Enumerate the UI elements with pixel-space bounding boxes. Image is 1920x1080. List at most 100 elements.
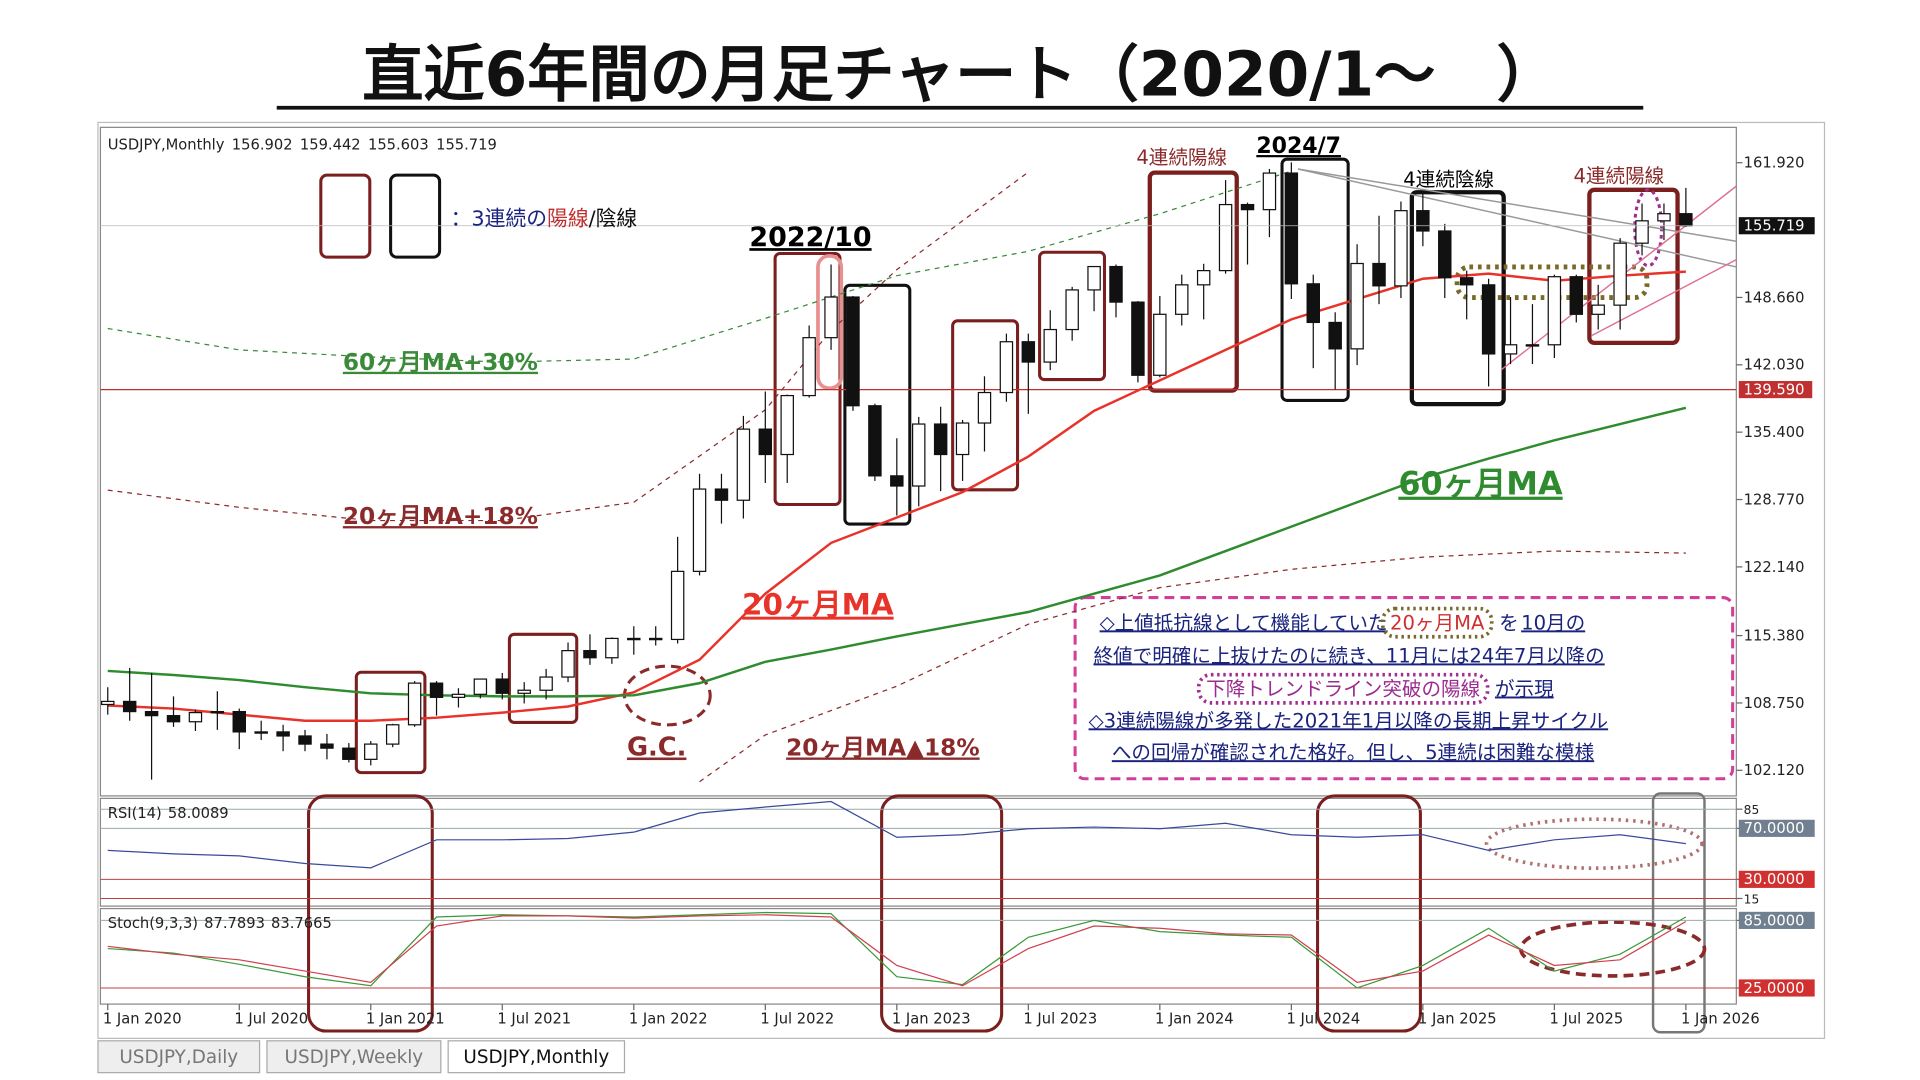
candle-body [385,724,400,745]
candle-body [999,341,1014,394]
candle-body [890,475,904,487]
note-text: への回帰が確認された格好。但し、5連続は困難な模様 [1112,741,1595,764]
candle-body [1218,203,1233,272]
indicator-line [107,800,1686,869]
indicator-header: RSI(14) 58.0089 [108,805,229,822]
line-label: 60ヶ月MA+30% [343,349,538,376]
line-label: 60ヶ月MA [1398,465,1563,503]
annotation: 2022/10 [749,222,871,253]
tab-bar: USDJPY,Daily USDJPY,Weekly USDJPY,Monthly [97,1040,626,1074]
candle-body [1021,341,1036,363]
candle-body [955,422,970,456]
level-label-box [1738,819,1815,837]
ma-line [107,406,1687,698]
frame [1633,188,1664,268]
annotation: 4連続陽線 [1136,146,1227,169]
y-tick-label: 122.140 [1744,559,1805,576]
level-label-box [1738,870,1815,888]
note-highlight [1380,606,1494,639]
current-price-box [1738,217,1815,235]
candle-body [320,743,334,749]
main-plot [100,162,1737,783]
note-box [1073,596,1735,781]
x-tick-label: 1 Jul 2021 [497,1011,571,1028]
y-tick-label: 85.0000 [1744,912,1805,929]
line-label: 20ヶ月MA▲18% [786,735,980,762]
symbol-header: USDJPY,Monthly 156.902 159.442 155.603 155.7… [108,136,497,153]
candle-body [144,710,159,717]
candle-body [1109,265,1123,303]
header-part: 155.719 [436,136,497,153]
candle-body [1175,284,1189,315]
legend-up-box [319,173,372,259]
ma-line [107,170,1292,363]
tab-label: USDJPY,Monthly [463,1047,609,1068]
candle-body [342,747,356,760]
note-text: 下降トレンドライン突破の陽線 [1206,678,1480,701]
stoch-panel [99,907,1737,1005]
candle-body [276,731,290,737]
candle-body [1394,210,1408,287]
candle-body [1679,213,1693,227]
line-label: 20ヶ月MA+18% [343,503,538,530]
frame [1651,792,1706,1034]
y-tick-label: 142.030 [1744,357,1805,374]
note-text: 20ヶ月MA [1390,611,1485,634]
x-tick-label: 1 Jan 2022 [629,1011,708,1028]
x-tick-label: 1 Jan 2025 [1418,1011,1497,1028]
candle-body [1481,284,1496,355]
frame [951,319,1020,492]
y-tick-label: 25.0000 [1744,980,1805,997]
candle-body [254,731,268,734]
header-part: RSI(14) [108,805,162,822]
note-text: を [1499,611,1519,634]
candle-body [1503,344,1518,355]
tab[interactable] [447,1040,626,1074]
candle-body [714,488,729,501]
trend-line [1297,168,1737,268]
candle-body [824,296,838,339]
candle-body [210,710,225,714]
header-part: 87.7893 [204,915,265,932]
candle-body [1525,344,1540,347]
candle-body [648,637,663,641]
candle-body [1416,210,1430,232]
x-tick-label: 1 Jul 2025 [1549,1011,1623,1028]
current-price-label: 155.719 [1744,218,1805,235]
frame [1409,190,1506,407]
header-part: ：3連続の [451,206,547,230]
candle-body [1196,270,1211,286]
header-part: /陰線 [589,206,638,230]
frames [307,157,1735,1034]
candle-body [1547,276,1562,346]
frame [1316,794,1422,1033]
ma-line [699,550,1686,783]
note-text: が示現 [1495,678,1554,701]
frame [307,794,434,1033]
candle-body [166,715,181,723]
candle-body [780,394,794,456]
candle-body [232,710,246,733]
legend-down-box [389,173,442,259]
tab[interactable] [97,1040,261,1074]
y-tick-label: 15 [1744,892,1760,906]
x-tick-label: 1 Jan 2026 [1681,1011,1760,1028]
candle-body [692,488,707,572]
candle-body [1087,265,1101,291]
candle-body [561,650,575,678]
indicator-header: Stoch(9,3,3) 87.7893 83.7665 [108,915,332,932]
y-tick-label: 85 [1744,803,1760,817]
header-part: Stoch(9,3,3) [108,915,198,932]
candle-body [1306,283,1320,324]
tab[interactable] [266,1040,442,1074]
header-part: 陽線 [547,206,589,230]
candle-body [364,743,378,760]
candle-body [1438,230,1452,279]
frame [507,632,579,724]
candle-body [846,296,860,407]
y-tick-label: 30.0000 [1744,871,1805,888]
header-part: 159.442 [300,136,361,153]
note-text: 終値で明確に上抜けたのに続き、11月には24年7月以降の [1093,644,1604,667]
trend-line [1297,168,1737,242]
level-label-box [1738,979,1815,997]
